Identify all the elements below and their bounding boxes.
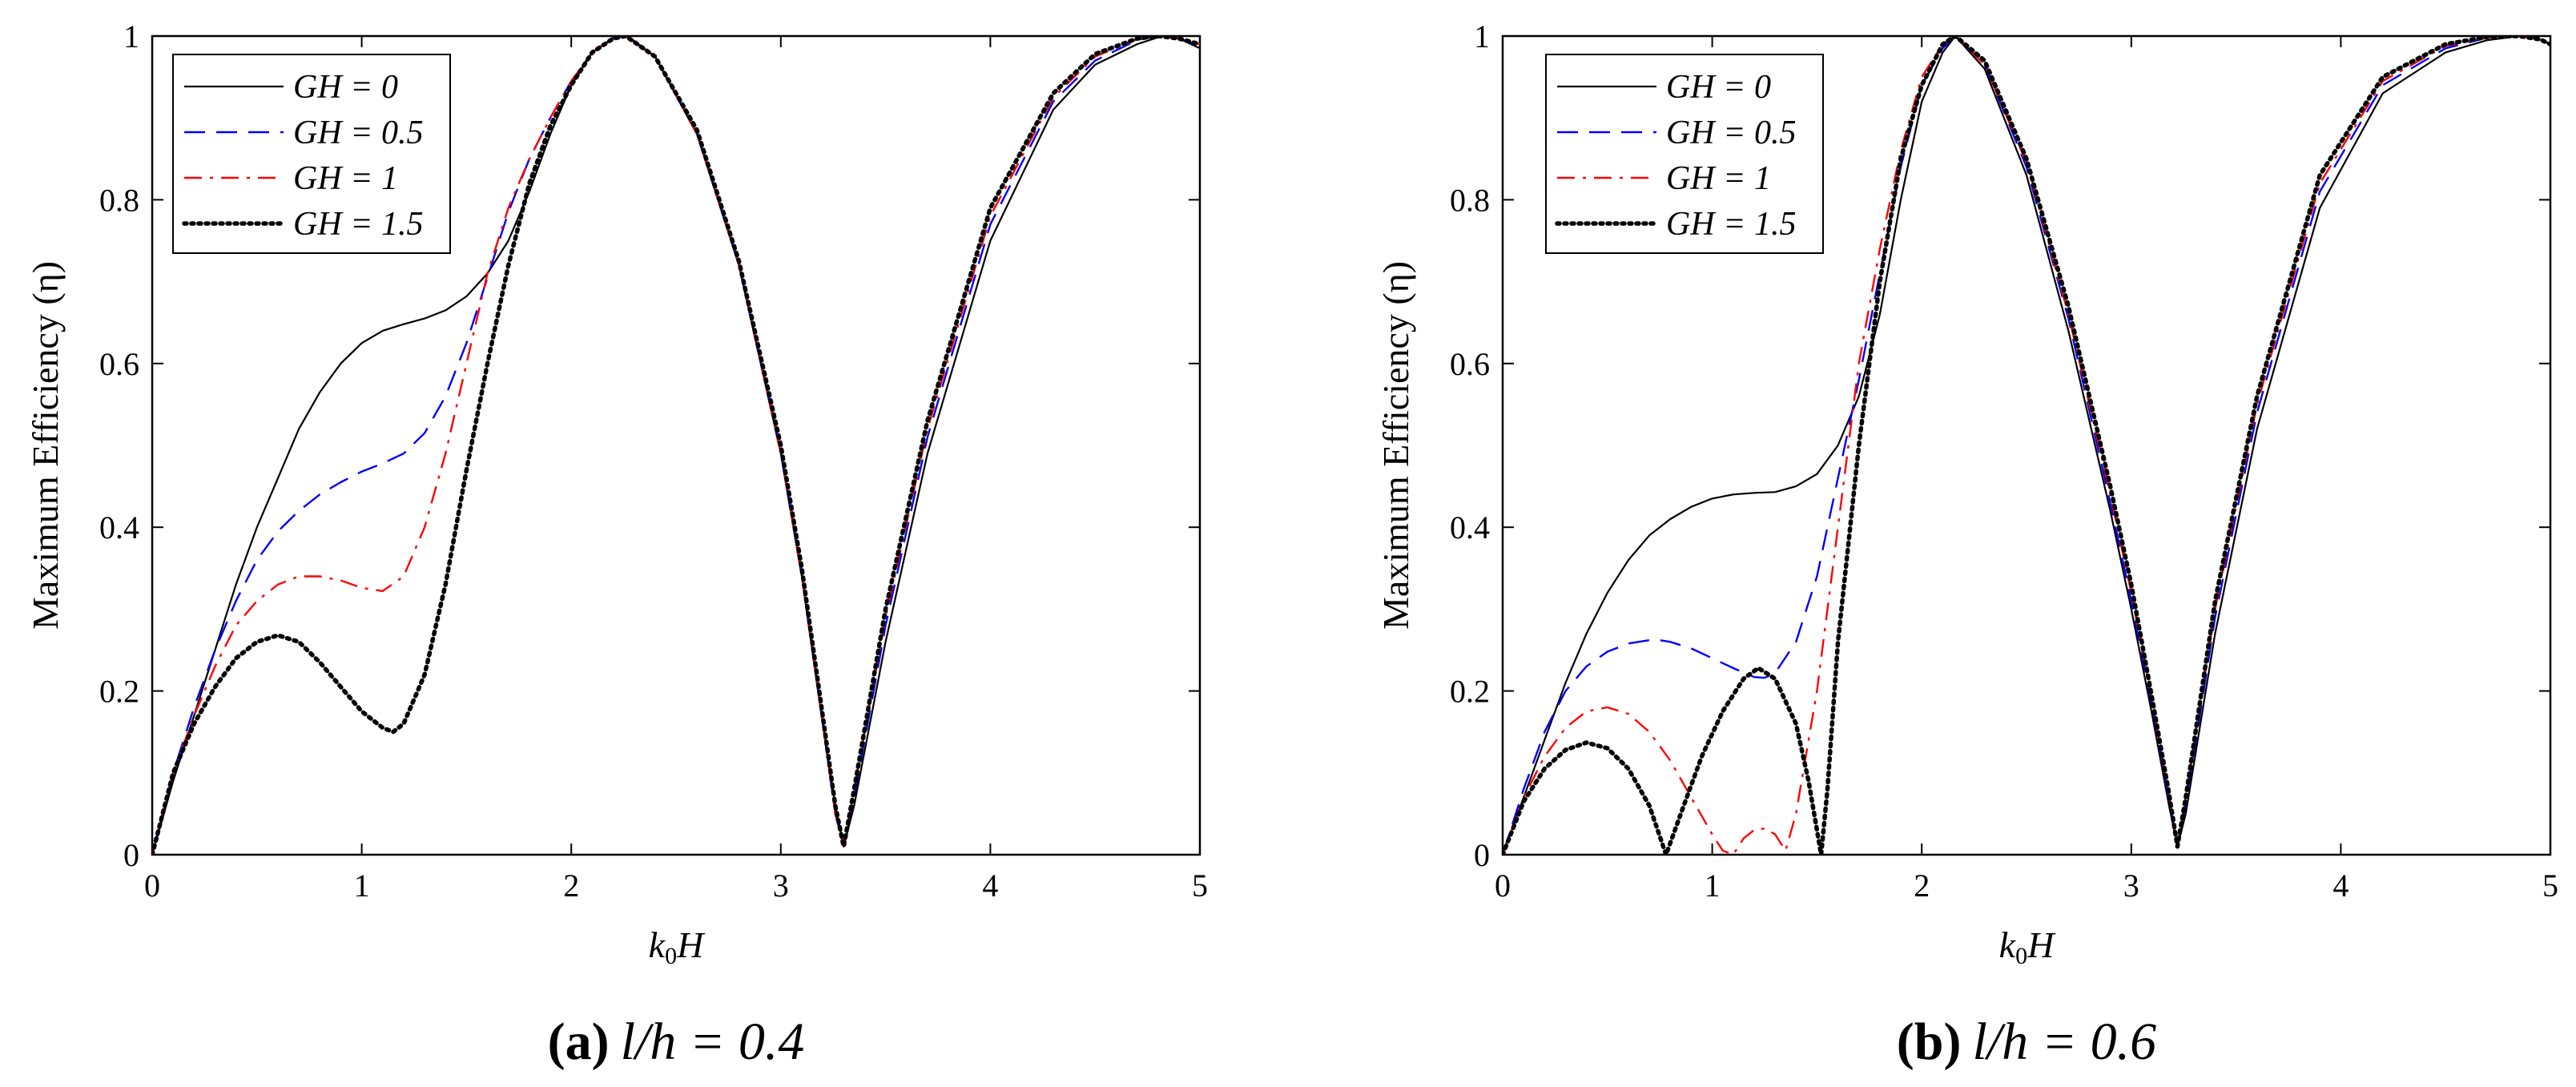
x-tick-label: 1 bbox=[354, 868, 370, 904]
series-line-gh-1 bbox=[152, 36, 1200, 855]
y-tick-label: 0.4 bbox=[99, 509, 139, 546]
y-tick-label: 0.4 bbox=[1450, 509, 1490, 546]
x-axis-label-b: k0H bbox=[1999, 924, 2056, 969]
axis-ticks-a: 0 1 2 3 4 5 0 0.2 0.4 0.6 0.8 1 bbox=[99, 18, 1208, 904]
x-tick-label: 2 bbox=[1914, 868, 1930, 904]
caption-b: (b) l/h = 0.6 bbox=[1897, 1013, 2156, 1071]
y-tick-label: 0.6 bbox=[1450, 346, 1490, 382]
x-tick-label: 4 bbox=[2332, 868, 2349, 904]
series-group-b bbox=[1503, 36, 2550, 855]
y-tick-label: 0 bbox=[1474, 837, 1490, 873]
x-tick-label: 1 bbox=[1705, 868, 1721, 904]
series-line-gh-0 bbox=[1503, 36, 2550, 855]
y-tick-label: 1 bbox=[1474, 18, 1490, 54]
legend-box-a bbox=[172, 54, 451, 254]
legend-label-gh-0: GH = 0 bbox=[293, 69, 398, 106]
legend-label-gh-0-5: GH = 0.5 bbox=[1666, 115, 1797, 151]
legend-label-gh-1: GH = 1 bbox=[1666, 160, 1771, 197]
legend-b: GH = 0 GH = 0.5 GH = 1 GH = 1.5 bbox=[1545, 54, 1824, 254]
y-tick-label: 0.6 bbox=[99, 346, 139, 382]
chart-panel-b: 0 1 2 3 4 5 0 0.2 0.4 0.6 0.8 1 k0H Maximum Efficie… bbox=[1375, 18, 2558, 1071]
x-tick-label: 2 bbox=[563, 868, 579, 904]
series-line-gh-1-5 bbox=[152, 36, 1200, 855]
caption-b-text: l/h = 0.6 bbox=[1972, 1013, 2156, 1071]
caption-a-text: l/h = 0.4 bbox=[621, 1013, 805, 1071]
caption-a: (a) l/h = 0.4 bbox=[548, 1013, 805, 1071]
y-tick-label: 0 bbox=[123, 837, 139, 873]
legend-box-b bbox=[1545, 54, 1824, 254]
y-tick-label: 0.2 bbox=[99, 674, 139, 710]
x-tick-label: 0 bbox=[144, 868, 160, 904]
y-axis-label-b: Maximum Efficiency (η) bbox=[1375, 261, 1416, 630]
axis-ticks-b: 0 1 2 3 4 5 0 0.2 0.4 0.6 0.8 1 bbox=[1450, 18, 2558, 904]
legend-label-gh-1-5: GH = 1.5 bbox=[1666, 206, 1797, 243]
y-tick-label: 0.8 bbox=[99, 182, 139, 218]
x-tick-label: 4 bbox=[982, 868, 998, 904]
x-tick-label: 5 bbox=[2542, 868, 2558, 904]
series-line-gh-1-5 bbox=[1503, 36, 2550, 855]
x-axis-label-a: k0H bbox=[649, 924, 706, 969]
series-line-gh-1 bbox=[1503, 36, 2550, 855]
x-tick-label: 5 bbox=[1192, 868, 1208, 904]
legend-label-gh-0: GH = 0 bbox=[1666, 69, 1771, 106]
y-tick-label: 0.8 bbox=[1450, 182, 1490, 218]
x-tick-label: 3 bbox=[2123, 868, 2139, 904]
series-line-gh-0-5 bbox=[152, 36, 1200, 855]
legend-a: GH = 0 GH = 0.5 GH = 1 GH = 1.5 bbox=[172, 54, 451, 254]
y-tick-label: 0.2 bbox=[1450, 674, 1490, 710]
y-tick-label: 1 bbox=[123, 18, 139, 54]
legend-label-gh-1: GH = 1 bbox=[293, 160, 398, 197]
series-group-a bbox=[152, 36, 1200, 855]
y-axis-label-a: Maximum Efficiency (η) bbox=[25, 261, 66, 630]
caption-a-tag: (a) bbox=[548, 1013, 610, 1071]
legend-label-gh-0-5: GH = 0.5 bbox=[293, 115, 424, 151]
chart-panel-a: 0 1 2 3 4 5 0 0.2 0.4 0.6 0.8 1 k0H Maximum Efficie… bbox=[25, 18, 1208, 1071]
x-tick-label: 0 bbox=[1495, 868, 1511, 904]
x-tick-label: 3 bbox=[773, 868, 789, 904]
caption-b-tag: (b) bbox=[1897, 1013, 1962, 1071]
legend-label-gh-1-5: GH = 1.5 bbox=[293, 206, 424, 243]
